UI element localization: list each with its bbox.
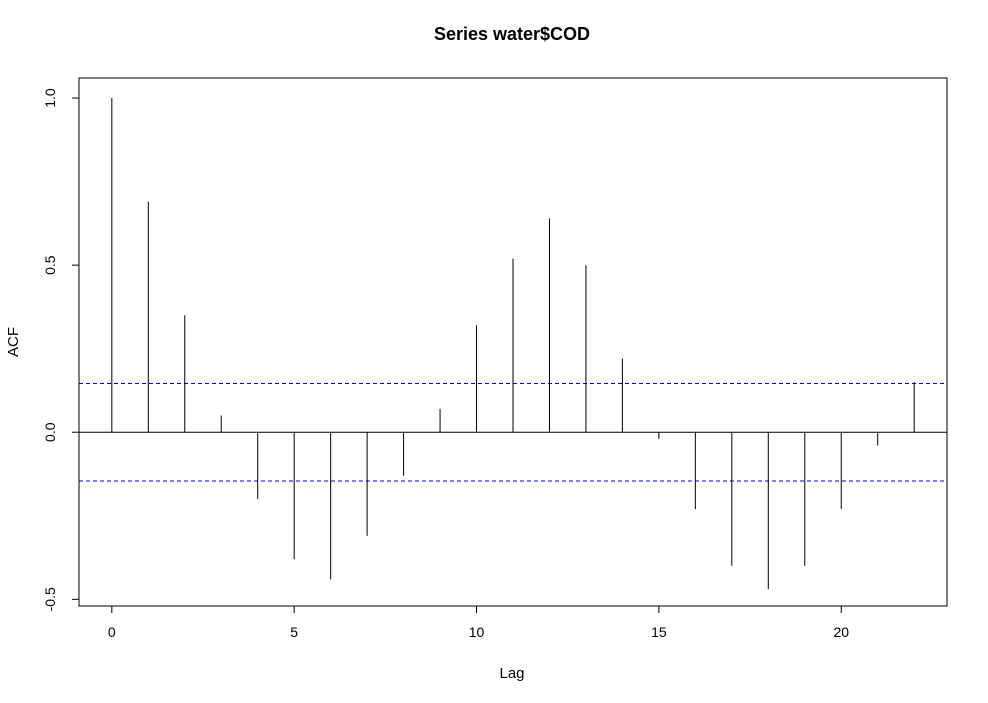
x-axis-label: Lag: [499, 665, 524, 682]
y-axis: -0.5 0.0 0.5 1.0: [42, 88, 80, 611]
acf-bars: [111, 98, 915, 590]
y-axis-label: ACF: [5, 327, 22, 357]
x-tick-label: 20: [833, 624, 849, 640]
y-tick-label: -0.5: [42, 587, 58, 611]
x-tick-label: 15: [651, 624, 667, 640]
x-tick-label: 0: [108, 624, 116, 640]
y-tick-label: 1.0: [42, 88, 58, 108]
x-axis: 0 5 10 15 20: [108, 605, 849, 640]
chart-title: Series water$COD: [434, 24, 590, 44]
y-tick-label: 0.5: [42, 255, 58, 275]
y-tick-label: 0.0: [42, 422, 58, 442]
x-tick-label: 5: [290, 624, 298, 640]
x-tick-label: 10: [469, 624, 485, 640]
